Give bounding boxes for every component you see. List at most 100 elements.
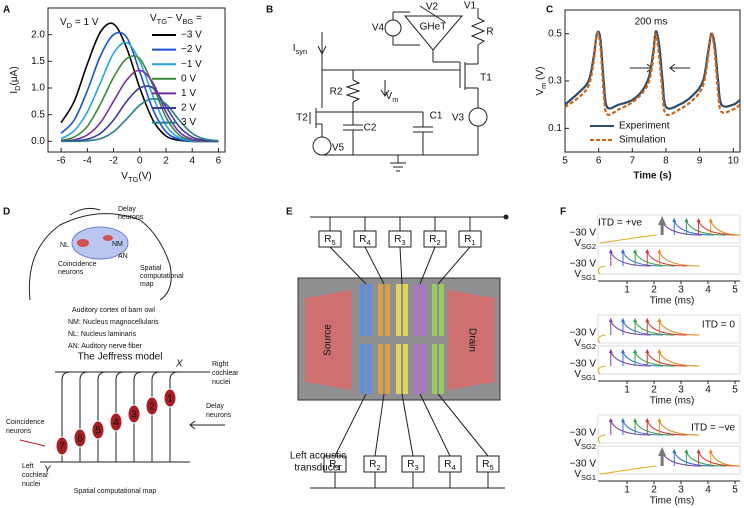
owl-legend: NL: Nucleus laminaris [68,331,137,338]
spike-head [608,418,613,422]
resistor-label-part: R [329,459,336,470]
spike-decay [646,351,688,367]
spike-decay [710,451,741,467]
circuit-label: R2 [330,87,343,98]
panel-label: E [286,207,293,218]
panel-label: D [3,207,10,218]
jeffress-label: Delay [206,403,224,410]
legend-label: 0 V [181,73,196,84]
resistor-label-part: R [464,234,471,245]
x-axis-label: Time (ms) [650,396,695,407]
neuron-label: 6 [77,434,83,445]
electrode [414,284,419,336]
trace-name: VSG2 [574,338,596,352]
x-tick-label: 1 [624,485,630,496]
x-tick-label: 4 [189,156,195,167]
owl-legend: AN: Auditory nerve fiber [68,343,143,350]
owl-label: computational [140,273,184,280]
neuron-label: 5 [95,426,101,437]
spike-head [684,218,689,222]
circuit-label-part: V [386,91,393,102]
x-tick-label: 5 [732,285,738,296]
trace-name-part: SG2 [581,442,596,451]
spike-head [645,349,650,353]
fiber [79,371,89,462]
x-tick-label: 4 [705,485,711,496]
y-tick-label: 2.0 [31,29,45,40]
spike-decay [646,251,688,267]
owl-label: AN [118,253,128,260]
x-tick-label: 2 [651,285,657,296]
owl-label: neurons [58,269,84,276]
electrode [360,284,365,336]
resistor-label-part: 1 [337,463,341,472]
jeffress-title: The Jeffress model [78,352,163,363]
spike-decay [646,320,688,336]
fiber [133,371,143,462]
spike-decay [622,351,663,367]
x-tick-label: 1 [624,385,630,396]
circuit-label: T2 [296,113,308,124]
wire [419,246,436,285]
x-axis-label: VTG(V) [121,171,151,185]
resistor-label-part: R [324,234,331,245]
trace-level: −30 V [570,459,597,470]
trace-frame [597,445,741,475]
series-line [61,69,219,143]
resistor-label-part: R [394,234,401,245]
spike-head [608,349,613,353]
spike-decay [634,351,676,367]
circuit-label: V3 [452,113,465,124]
trace-frame [597,245,741,275]
trace-frame [597,214,741,244]
spike-decay [658,420,700,436]
x-tick-label: 5 [562,156,568,167]
spike-head [708,449,713,453]
electrode [396,344,401,394]
wire [329,246,367,285]
resistor-label-part: 3 [415,463,419,472]
jeffress-label: Coincidence [6,419,45,426]
electrode [378,284,383,336]
spike-head [657,249,662,253]
y-axis-label-part: D [13,85,22,91]
x-tick-label: 5 [732,485,738,496]
series-line [564,31,741,116]
spike-decay [710,220,741,236]
electrode [396,284,401,336]
legend-label: −3 V [181,30,202,41]
x-tick-label: 2 [651,485,657,496]
spike-decay [673,220,715,236]
y-axis-label-part: m [539,83,548,89]
electrode [367,284,372,336]
x-tick-label: -4 [83,156,92,167]
spike-head [684,449,689,453]
circuit-label-part: I [293,43,296,54]
y-tick-label: 0.5 [31,109,45,120]
resistor-label: R3 [407,459,418,473]
electrode [432,284,437,336]
resistor-label-part: R [444,459,451,470]
x-tick-label: 5 [732,385,738,396]
device-label: transducer [294,463,342,474]
jeffress-label: Spatial computational map [74,488,157,495]
x-tick-label: -2 [109,156,118,167]
legend-label: 2 V [181,103,196,114]
wire [437,393,489,457]
spike-head [620,318,625,322]
series-line [61,97,219,143]
fiber [115,371,125,462]
legend-label: Simulation [619,135,666,146]
itd-title: ITD = 0 [702,320,736,331]
owl-label: map [140,281,154,288]
legend-label: 3 V [181,117,196,128]
spike-head [620,349,625,353]
spike-head [657,418,662,422]
jeffress-label: nuclei [22,481,41,488]
annotation-part: V [60,17,67,28]
neuron-label: 3 [131,410,137,421]
circuit-label: R [486,27,493,38]
spike-decay [658,351,700,367]
spike-head [645,418,650,422]
